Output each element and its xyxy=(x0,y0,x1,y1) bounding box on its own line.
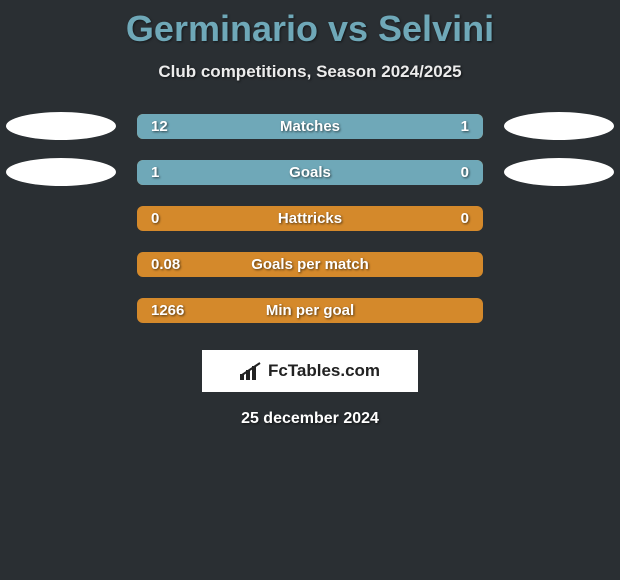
stat-value-a: 1266 xyxy=(137,298,198,323)
stat-value-a: 1 xyxy=(137,160,173,185)
stat-value-a: 12 xyxy=(137,114,182,139)
brand-text: FcTables.com xyxy=(268,361,380,381)
stat-row: 12 Matches 1 xyxy=(0,114,620,160)
stat-bar: 12 Matches 1 xyxy=(137,114,483,139)
stat-label: Goals per match xyxy=(237,252,383,277)
avatar-player-a xyxy=(6,112,116,140)
stat-row: 0 Hattricks 0 xyxy=(0,206,620,252)
stat-label: Goals xyxy=(275,160,345,185)
avatar-player-b xyxy=(504,158,614,186)
stat-bar: 0 Hattricks 0 xyxy=(137,206,483,231)
stat-value-b: 0 xyxy=(447,206,483,231)
brand-badge: FcTables.com xyxy=(202,350,418,392)
page-subtitle: Club competitions, Season 2024/2025 xyxy=(0,62,620,82)
stat-value-b: 0 xyxy=(447,160,483,185)
stat-label: Min per goal xyxy=(252,298,368,323)
stat-row: 1 Goals 0 xyxy=(0,160,620,206)
stat-bar: 1 Goals 0 xyxy=(137,160,483,185)
page-title: Germinario vs Selvini xyxy=(0,0,620,50)
avatar-player-b xyxy=(504,112,614,140)
stat-value-a: 0 xyxy=(137,206,173,231)
stat-bar: 0.08 Goals per match xyxy=(137,252,483,277)
stat-label: Hattricks xyxy=(264,206,356,231)
stat-bar: 1266 Min per goal xyxy=(137,298,483,323)
stat-value-b: 1 xyxy=(447,114,483,139)
avatar-player-a xyxy=(6,158,116,186)
stats-area: 12 Matches 1 1 Goals 0 0 Hattricks 0 0.08 Goals pe… xyxy=(0,114,620,344)
brand-logo-icon xyxy=(240,362,262,380)
stat-bar-segment-a xyxy=(137,160,400,185)
stat-row: 1266 Min per goal xyxy=(0,298,620,344)
stat-value-a: 0.08 xyxy=(137,252,194,277)
stat-row: 0.08 Goals per match xyxy=(0,252,620,298)
stat-label: Matches xyxy=(266,114,354,139)
generated-date: 25 december 2024 xyxy=(0,410,620,428)
